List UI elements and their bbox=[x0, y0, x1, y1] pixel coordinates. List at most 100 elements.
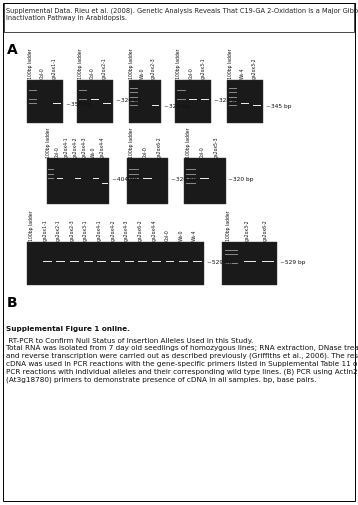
Bar bbox=[47, 159, 109, 205]
Bar bbox=[125, 261, 134, 262]
Text: ga2ox4-1: ga2ox4-1 bbox=[97, 219, 102, 241]
Bar bbox=[225, 259, 238, 260]
Bar bbox=[129, 179, 139, 180]
Text: ga2ox4-2: ga2ox4-2 bbox=[73, 136, 78, 158]
Bar bbox=[187, 170, 196, 171]
Text: ~404 bp: ~404 bp bbox=[112, 177, 137, 182]
Bar bbox=[184, 159, 226, 205]
Bar bbox=[57, 179, 63, 180]
Text: Ws-4: Ws-4 bbox=[240, 68, 245, 79]
Text: ~529 bp: ~529 bp bbox=[280, 259, 306, 264]
Bar bbox=[91, 99, 99, 100]
Bar bbox=[43, 261, 52, 262]
Bar bbox=[152, 261, 161, 262]
Bar bbox=[130, 89, 138, 90]
Bar bbox=[130, 97, 138, 98]
Bar bbox=[229, 89, 237, 90]
Bar bbox=[70, 261, 79, 262]
Bar bbox=[229, 97, 237, 98]
Text: 100bp ladder: 100bp ladder bbox=[228, 49, 233, 79]
Bar bbox=[262, 261, 274, 262]
Text: ga2ox4-3: ga2ox4-3 bbox=[82, 136, 87, 158]
Text: ~320 bp: ~320 bp bbox=[164, 104, 189, 109]
Text: ~320 bp: ~320 bp bbox=[171, 177, 197, 182]
Bar bbox=[201, 99, 209, 100]
Text: Col-0: Col-0 bbox=[143, 146, 147, 158]
Bar bbox=[187, 179, 196, 180]
Bar bbox=[29, 99, 37, 100]
Text: Col-0: Col-0 bbox=[188, 68, 193, 79]
Bar bbox=[241, 104, 249, 105]
Bar bbox=[48, 170, 54, 171]
Text: Ws-0: Ws-0 bbox=[140, 68, 145, 79]
Bar bbox=[175, 81, 211, 124]
Bar bbox=[222, 242, 277, 285]
Bar bbox=[189, 99, 197, 100]
Text: ga2ox2-3: ga2ox2-3 bbox=[69, 219, 74, 241]
Bar bbox=[229, 106, 237, 107]
Text: Ws-0: Ws-0 bbox=[91, 146, 96, 158]
Bar bbox=[29, 91, 37, 92]
Text: ga2ox3-2: ga2ox3-2 bbox=[245, 219, 250, 241]
Text: ga2ox4-3: ga2ox4-3 bbox=[124, 220, 129, 241]
Bar bbox=[229, 93, 237, 94]
Text: 100bp ladder: 100bp ladder bbox=[129, 49, 134, 79]
Text: 100bp ladder: 100bp ladder bbox=[176, 49, 182, 79]
Bar bbox=[29, 257, 38, 258]
Text: ga2ox2-1: ga2ox2-1 bbox=[56, 219, 61, 241]
Bar bbox=[48, 179, 54, 180]
Bar bbox=[84, 261, 93, 262]
Bar bbox=[177, 95, 185, 96]
Text: ga2ox2-1: ga2ox2-1 bbox=[102, 58, 107, 79]
Text: ga2ox1-1: ga2ox1-1 bbox=[52, 58, 57, 79]
Bar bbox=[111, 261, 120, 262]
Text: RT-PCR to Confirm Null Status of Insertion Alleles Used in this Study.
Total RNA: RT-PCR to Confirm Null Status of Inserti… bbox=[6, 337, 358, 382]
Text: Ws-0: Ws-0 bbox=[179, 229, 184, 241]
Text: Col-0: Col-0 bbox=[165, 229, 170, 241]
Text: ga2ox6-2: ga2ox6-2 bbox=[263, 219, 268, 241]
Bar bbox=[130, 106, 138, 107]
Text: Supplemental Data. Rieu et al. (2008). Genetic Analysis Reveals That C19-GA 2-Ox: Supplemental Data. Rieu et al. (2008). G… bbox=[6, 7, 358, 21]
Text: 100bp ladder: 100bp ladder bbox=[46, 127, 51, 158]
Bar bbox=[138, 261, 147, 262]
Bar bbox=[244, 261, 256, 262]
Text: Col-0: Col-0 bbox=[90, 68, 95, 79]
Text: 100bp ladder: 100bp ladder bbox=[28, 49, 33, 79]
Bar bbox=[179, 261, 188, 262]
Text: 100bp ladder: 100bp ladder bbox=[78, 49, 83, 79]
Text: ~320 bp: ~320 bp bbox=[228, 177, 254, 182]
Bar bbox=[129, 81, 161, 124]
Text: Col-0: Col-0 bbox=[200, 146, 205, 158]
Bar bbox=[152, 106, 159, 107]
Bar bbox=[79, 95, 87, 96]
Bar bbox=[130, 102, 138, 103]
Bar bbox=[177, 91, 185, 92]
Bar bbox=[127, 159, 168, 205]
Text: ga2ox4-2: ga2ox4-2 bbox=[111, 219, 115, 241]
Text: ga2ox6-2: ga2ox6-2 bbox=[138, 219, 143, 241]
Text: ~529 bp: ~529 bp bbox=[207, 259, 232, 264]
Text: Supplemental Figure 1 online.: Supplemental Figure 1 online. bbox=[6, 326, 130, 332]
Text: Col-0: Col-0 bbox=[55, 146, 60, 158]
Text: 100bp ladder: 100bp ladder bbox=[226, 211, 231, 241]
Text: Col-0: Col-0 bbox=[40, 68, 45, 79]
Bar bbox=[103, 104, 111, 105]
Text: 100bp ladder: 100bp ladder bbox=[129, 127, 134, 158]
Bar bbox=[29, 95, 37, 96]
Bar bbox=[27, 81, 63, 124]
Bar bbox=[77, 81, 113, 124]
Bar bbox=[253, 106, 261, 107]
Text: B: B bbox=[7, 295, 18, 310]
Bar bbox=[193, 261, 202, 262]
Text: ~358 bp: ~358 bp bbox=[66, 102, 91, 107]
Bar bbox=[187, 188, 196, 189]
Bar bbox=[75, 179, 81, 180]
Text: A: A bbox=[7, 43, 18, 57]
Bar bbox=[229, 102, 237, 103]
Bar bbox=[29, 104, 37, 105]
Text: Ws-4: Ws-4 bbox=[192, 229, 197, 241]
Text: ga2ox3-2: ga2ox3-2 bbox=[252, 58, 257, 79]
Text: 100bp ladder: 100bp ladder bbox=[29, 211, 34, 241]
Text: ga2ox3-1: ga2ox3-1 bbox=[200, 58, 205, 79]
Text: ga2ox3-1: ga2ox3-1 bbox=[83, 219, 88, 241]
